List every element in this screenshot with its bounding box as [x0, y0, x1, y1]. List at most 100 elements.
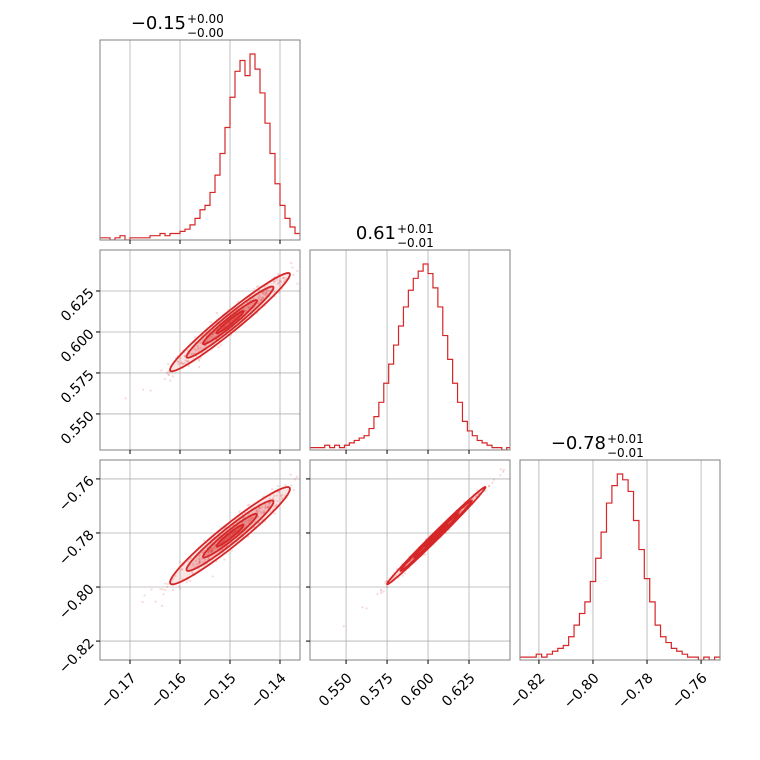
scatter-p0-p1-point [193, 336, 196, 339]
scatter-p1-p2-contour-3 [424, 523, 449, 548]
scatter-p0-p2-xlabel-1: −0.16 [148, 670, 190, 712]
scatter-p0-p2-point [207, 549, 211, 553]
scatter-p0-p1-point [246, 305, 250, 308]
hist-p0-title: −0.15 +0.00−0.00 [131, 12, 224, 40]
hist-p0-title-plus: +0.00 [187, 12, 224, 26]
scatter-p0-p2-ylabel-3: −0.76 [56, 473, 98, 515]
scatter-p0-p1-point [272, 280, 275, 283]
hist-p1-title-minus: −0.01 [397, 236, 434, 250]
scatter-p0-p1-point [262, 290, 265, 294]
scatter-p1-p2-point [382, 590, 385, 593]
scatter-p0-p1-point [260, 297, 264, 300]
scatter-p0-p2-contour-1 [185, 499, 275, 572]
scatter-p0-p2-point [160, 604, 164, 608]
scatter-p0-p1-point [296, 269, 299, 272]
scatter-p0-p1-point [291, 266, 294, 269]
scatter-p0-p1-point [186, 359, 189, 363]
scatter-p0-p1-point [215, 311, 218, 315]
scatter-p0-p2-point [179, 587, 182, 590]
hist-p1-histogram [310, 263, 510, 450]
scatter-p0-p2-point [251, 517, 254, 520]
scatter-p0-p1-contours [169, 272, 291, 373]
scatter-p0-p1-point [264, 292, 268, 295]
hist-p2-title: −0.78 +0.01−0.01 [551, 432, 644, 460]
scatter-p0-p2-point [280, 494, 283, 497]
scatter-p0-p2-contours [169, 486, 291, 586]
scatter-p1-p2-frame [309, 459, 511, 661]
scatter-p1-p2-point [499, 474, 502, 477]
scatter-p0-p1-point [226, 323, 229, 326]
scatter-p0-p1-point [278, 279, 282, 282]
scatter-p0-p1-frame [99, 249, 301, 451]
scatter-p0-p1-point [181, 362, 184, 365]
scatter-p0-p2-point [301, 474, 303, 476]
hist-p2-title-value: −0.78 [551, 433, 606, 454]
scatter-p0-p1-point [228, 321, 231, 324]
scatter-p0-p2-point [280, 493, 284, 497]
scatter-p1-p2-point [380, 591, 383, 595]
scatter-p0-p2-point [264, 504, 267, 507]
hist-p1-title-value: 0.61 [356, 223, 396, 244]
scatter-p0-p1-point [211, 333, 214, 336]
scatter-p0-p1-point [281, 276, 285, 280]
scatter-p0-p1-point [195, 348, 198, 352]
scatter-p0-p2-point [234, 529, 237, 532]
scatter-p0-p2-point [210, 550, 214, 553]
scatter-p0-p1-point [263, 285, 267, 288]
scatter-p0-p2-point [246, 504, 249, 507]
scatter-p0-p1-point [247, 306, 250, 309]
scatter-p0-p2-point [209, 550, 212, 553]
scatter-p0-p1-point [266, 292, 269, 296]
scatter-p1-p2-point [403, 572, 407, 575]
scatter-p0-p2-point [230, 549, 234, 552]
scatter-p0-p2-point [229, 534, 232, 537]
scatter-p1-p2-point [502, 468, 505, 471]
scatter-p0-p2-point [201, 551, 204, 554]
scatter-p1-p2-point [385, 585, 389, 589]
scatter-p0-p1-ylabel-2: 0.600 [58, 326, 98, 366]
scatter-p0-p1-point [180, 361, 183, 364]
scatter-p0-p2-point [164, 589, 167, 592]
scatter-p0-p1-ylabel-3: 0.625 [58, 285, 98, 325]
scatter-p0-p2-point [233, 530, 236, 533]
scatter-p0-p2-point [257, 508, 260, 511]
hist-p1-frame [309, 249, 511, 451]
scatter-p0-p1-point [257, 296, 260, 299]
scatter-p0-p1-point [276, 278, 279, 281]
scatter-p0-p2-point [213, 546, 216, 549]
scatter-p0-p1-point [312, 256, 314, 258]
scatter-p0-p1-point [183, 355, 187, 358]
scatter-p0-p2-point [244, 520, 248, 523]
scatter-p0-p2-point [202, 560, 205, 563]
scatter-p1-p2-xlabel-2: 0.600 [398, 670, 438, 710]
scatter-p0-p2-point [289, 473, 292, 476]
hist-p2-xlabel-1: −0.80 [561, 670, 603, 712]
scatter-p0-p1-point [185, 360, 188, 363]
scatter-p0-p2-point [143, 594, 146, 597]
scatter-p0-p1-point [176, 360, 180, 363]
scatter-p0-p2-ylabel-1: −0.80 [56, 581, 98, 623]
scatter-p0-p2-point [198, 557, 201, 560]
hist-p0-frame [99, 39, 301, 241]
scatter-p0-p1-point [197, 359, 201, 362]
scatter-p0-p1-ylabel-1: 0.575 [58, 367, 98, 407]
scatter-p0-p1-contour-3 [215, 310, 245, 335]
scatter-p1-p2-point [488, 484, 491, 488]
scatter-p1-p2-point [472, 498, 475, 501]
scatter-p0-p2-point [189, 579, 192, 582]
scatter-p0-p1-contour-0 [169, 272, 291, 373]
scatter-p0-p2-point [271, 497, 275, 500]
scatter-p0-p1-point [183, 361, 186, 365]
scatter-p0-p2-point [211, 547, 214, 550]
hist-p2-xlabel-3: −0.76 [669, 670, 711, 712]
scatter-p0-p1-point [261, 297, 264, 300]
scatter-p0-p1-point [193, 347, 196, 350]
scatter-p0-p2-point [194, 559, 198, 562]
scatter-p1-p2-point [476, 489, 479, 492]
scatter-p0-p1-point [257, 301, 260, 305]
scatter-p0-p2-point [276, 494, 279, 497]
scatter-p0-p2-point [273, 512, 276, 515]
scatter-p0-p2-point [141, 601, 144, 604]
scatter-p0-p2-point [162, 593, 165, 596]
scatter-p0-p1-point [199, 341, 202, 344]
